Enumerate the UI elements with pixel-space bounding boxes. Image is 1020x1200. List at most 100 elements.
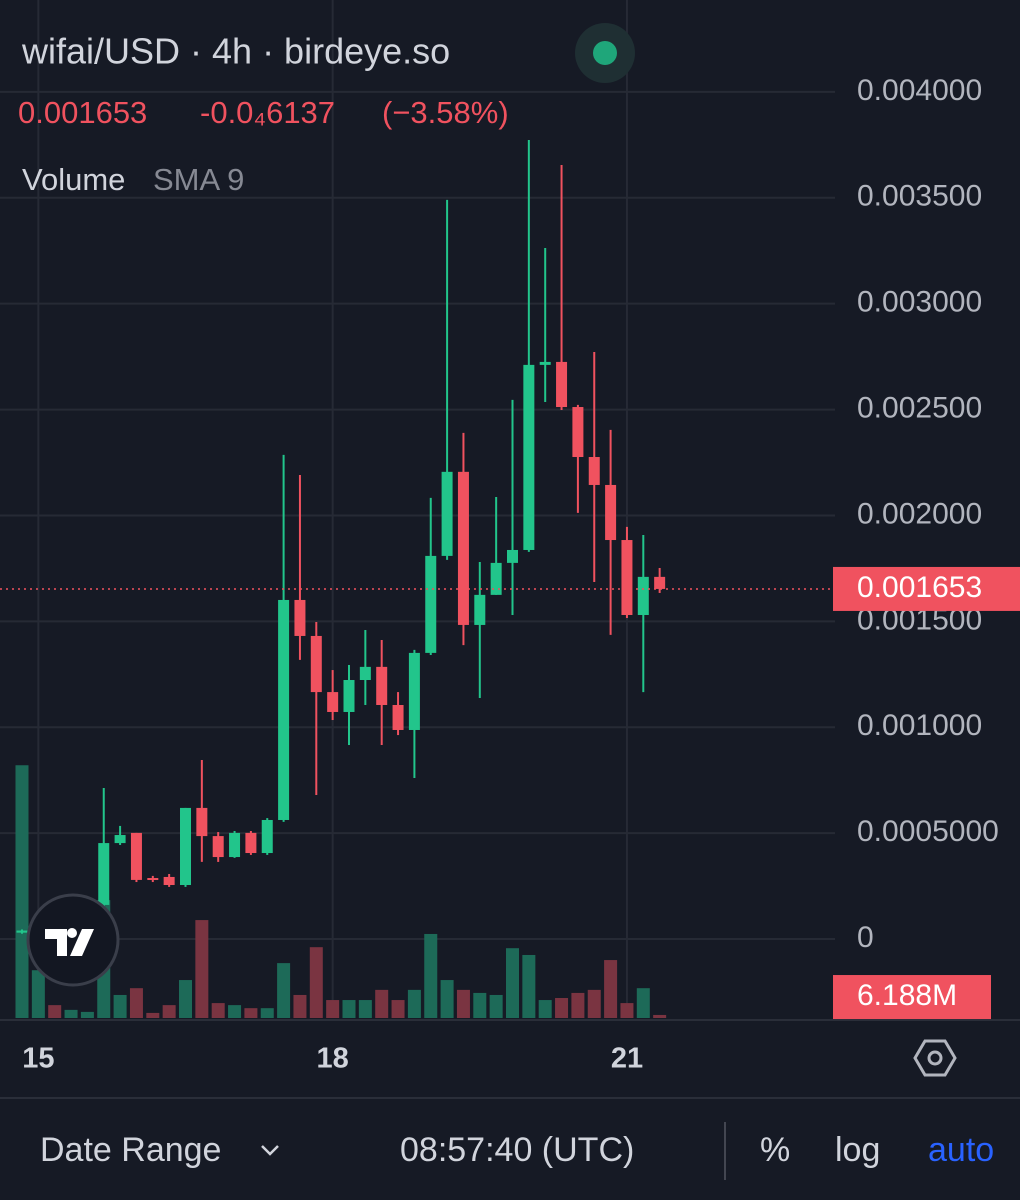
clock: 08:57:40 (UTC) bbox=[400, 1131, 634, 1169]
candle-body bbox=[212, 836, 224, 858]
header-change-percent: (−3.58%) bbox=[382, 95, 509, 130]
candle-body bbox=[327, 692, 339, 712]
volume-bar bbox=[113, 994, 127, 1018]
x-grid bbox=[37, 0, 628, 1018]
y-tick-label: 0.003500 bbox=[857, 180, 982, 213]
x-tick-label: 15 bbox=[22, 1043, 54, 1075]
y-tick-label: 0.0005000 bbox=[857, 815, 999, 848]
y-tick-label: 0.001000 bbox=[857, 709, 982, 742]
x-tick-label: 18 bbox=[317, 1043, 349, 1075]
volume-bars bbox=[15, 765, 667, 1018]
y-tick-label: 0 bbox=[857, 921, 874, 954]
candle-body bbox=[474, 594, 486, 625]
settings-hole bbox=[927, 1050, 943, 1066]
volume-bar bbox=[604, 960, 618, 1018]
candle-body bbox=[507, 549, 518, 563]
candle-body bbox=[588, 457, 600, 485]
candle-body bbox=[572, 407, 584, 458]
chart-title: wifai/USD · 4h · birdeye.so bbox=[21, 31, 450, 72]
last-price-label: 0.001653 bbox=[857, 571, 982, 604]
volume-bar bbox=[31, 970, 45, 1018]
volume-bar bbox=[653, 1014, 667, 1018]
candle-body bbox=[130, 832, 142, 880]
y-tick-label: 0.004000 bbox=[857, 74, 982, 107]
volume-bar bbox=[538, 1000, 552, 1018]
candle-body bbox=[605, 484, 617, 541]
candle-body bbox=[163, 876, 175, 886]
date-range-button[interactable]: Date Range bbox=[40, 1131, 221, 1169]
candle-body bbox=[245, 832, 257, 854]
candle-body bbox=[196, 807, 208, 837]
candle-body bbox=[539, 361, 551, 365]
candle-body bbox=[278, 599, 290, 820]
volume-bar bbox=[473, 992, 487, 1018]
candle-body bbox=[294, 599, 306, 636]
last-price-box bbox=[833, 566, 1020, 611]
percent-button[interactable]: % bbox=[760, 1131, 790, 1169]
volume-bar bbox=[277, 963, 291, 1018]
volume-bar bbox=[146, 1012, 160, 1018]
candle-body bbox=[376, 666, 388, 705]
volume-label: 6.188M bbox=[857, 979, 957, 1012]
volume-bar bbox=[424, 933, 438, 1018]
candle-body bbox=[523, 364, 535, 550]
candle-body bbox=[654, 576, 666, 589]
volume-bar bbox=[555, 998, 569, 1018]
candle-body bbox=[147, 878, 159, 881]
header-change: -0.0₄6137 bbox=[200, 95, 335, 130]
candle-body bbox=[441, 471, 453, 556]
header-price: 0.001653 bbox=[18, 95, 147, 130]
volume-bar bbox=[456, 989, 470, 1018]
volume-bar bbox=[293, 994, 307, 1018]
volume-bar bbox=[195, 920, 209, 1018]
candle-body bbox=[114, 835, 126, 844]
price-axis: 00.00050000.0010000.0015000.0020000.0025… bbox=[857, 74, 999, 954]
candle-body bbox=[310, 635, 322, 693]
volume-bar bbox=[228, 1005, 242, 1018]
candle-body bbox=[261, 819, 273, 854]
y-tick-label: 0.002000 bbox=[857, 497, 982, 530]
log-button[interactable]: log bbox=[835, 1131, 880, 1169]
volume-bar bbox=[211, 1003, 225, 1018]
status-dot bbox=[593, 41, 617, 65]
candle-body bbox=[490, 562, 502, 595]
volume-bar bbox=[407, 989, 421, 1018]
volume-bar bbox=[15, 765, 29, 1018]
volume-bar bbox=[489, 994, 503, 1018]
volume-bar bbox=[48, 1005, 62, 1018]
volume-bar bbox=[129, 988, 143, 1018]
volume-bar bbox=[440, 980, 454, 1018]
candle-body bbox=[457, 471, 469, 625]
volume-bar bbox=[64, 1009, 78, 1018]
candle-body bbox=[392, 704, 404, 730]
volume-bar bbox=[375, 989, 389, 1018]
candle-body bbox=[180, 807, 191, 886]
candle-body bbox=[343, 680, 355, 712]
indicator-name: Volume bbox=[22, 162, 125, 197]
logo[interactable] bbox=[26, 893, 120, 987]
volume-bar bbox=[506, 948, 519, 1018]
volume-bar bbox=[358, 1000, 372, 1018]
volume-bar bbox=[162, 1005, 176, 1018]
volume-bar bbox=[80, 1011, 94, 1018]
volume-bar bbox=[179, 980, 192, 1018]
y-tick-label: 0.002500 bbox=[857, 391, 982, 424]
dropdown-chevron[interactable] bbox=[261, 1145, 279, 1156]
logo-circle bbox=[26, 893, 120, 987]
volume-bar bbox=[244, 1008, 258, 1018]
settings-icon[interactable] bbox=[913, 1039, 957, 1077]
volume-bar bbox=[522, 954, 536, 1018]
candle-body bbox=[425, 555, 437, 653]
candle-body bbox=[16, 930, 28, 933]
auto-button[interactable]: auto bbox=[928, 1131, 994, 1169]
volume-bar bbox=[309, 947, 323, 1018]
candle-body bbox=[556, 361, 568, 408]
volume-label-box bbox=[833, 975, 991, 1020]
candle-body bbox=[637, 576, 649, 615]
volume-bar bbox=[326, 1000, 340, 1018]
volume-bar bbox=[391, 1000, 405, 1018]
volume-bar bbox=[260, 1008, 274, 1018]
logo-dot bbox=[67, 928, 77, 938]
